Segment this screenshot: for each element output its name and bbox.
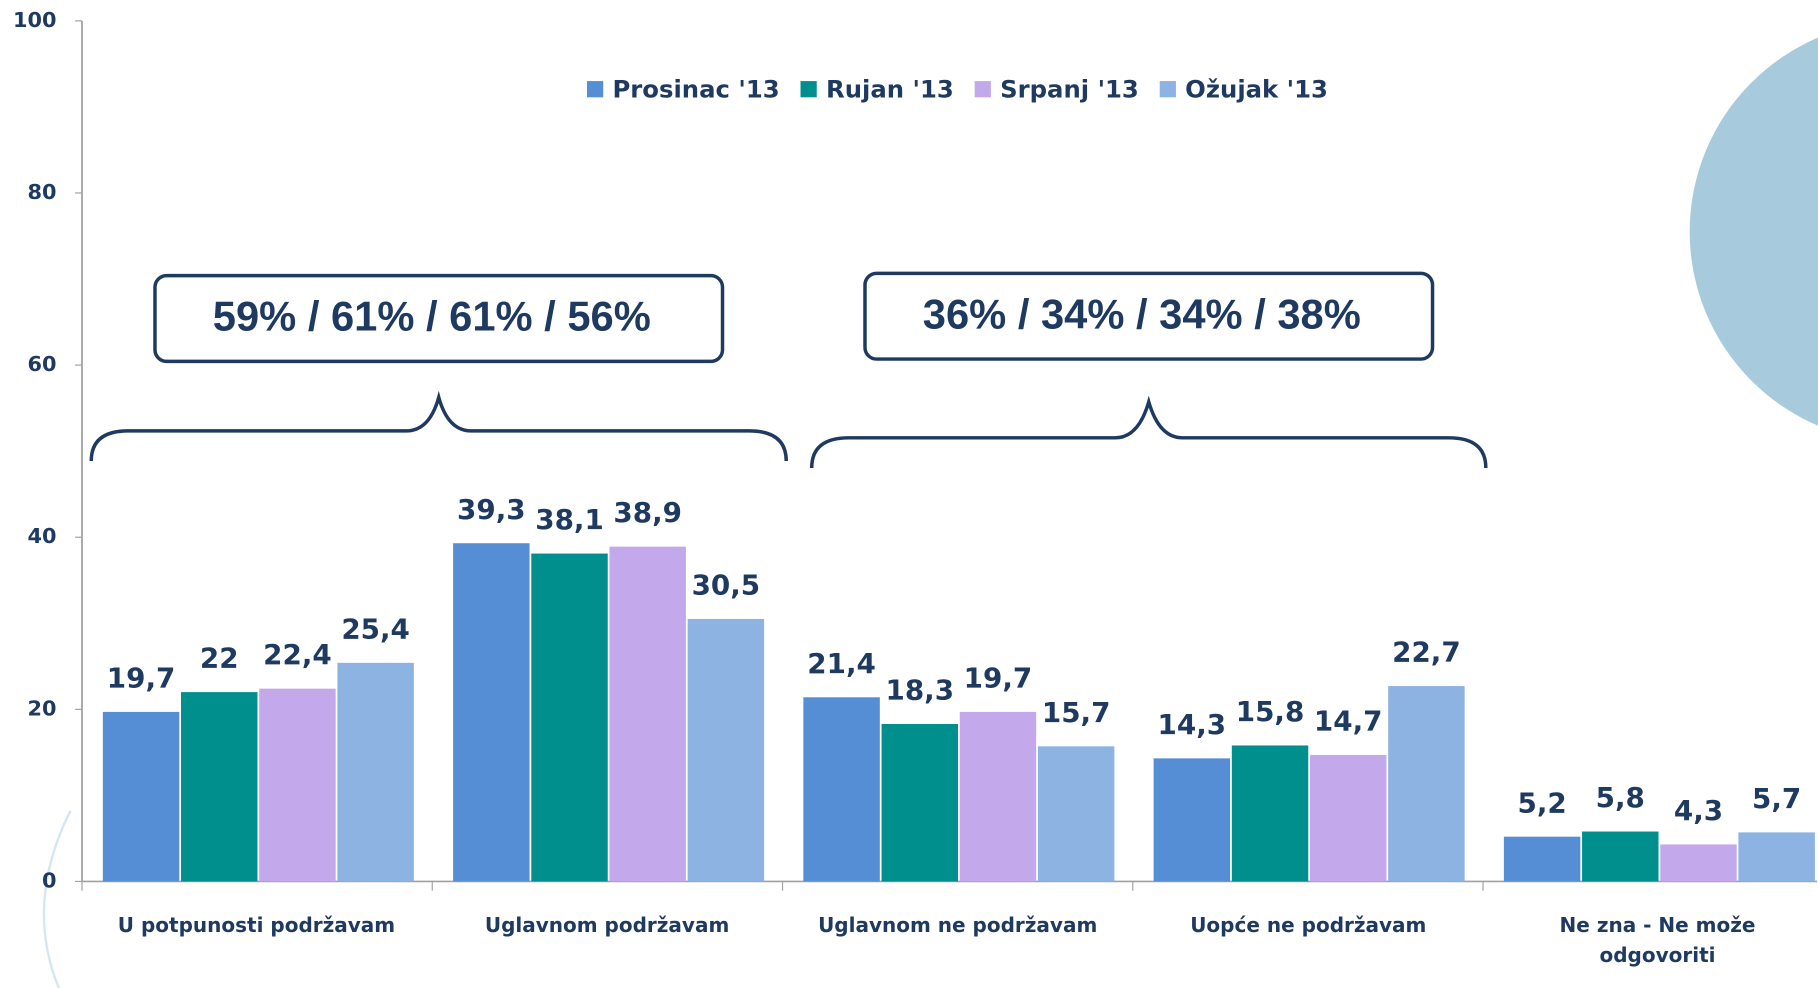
data-label: 22,7 xyxy=(1392,636,1461,669)
legend-marker xyxy=(587,81,604,98)
y-tick-label: 0 xyxy=(42,868,57,892)
data-label: 18,3 xyxy=(885,674,954,707)
decor-arc xyxy=(42,810,72,988)
y-tick-label: 20 xyxy=(28,696,57,720)
annotation-box xyxy=(153,273,725,364)
legend-label: Prosinac '13 xyxy=(612,74,779,103)
data-label: 5,2 xyxy=(1517,786,1566,819)
bar xyxy=(803,697,880,882)
data-label: 38,1 xyxy=(535,503,604,536)
x-tick-label: Ne zna - Ne može odgovoriti xyxy=(1559,913,1756,968)
bar xyxy=(1582,831,1659,882)
data-label: 22,4 xyxy=(263,638,332,671)
bar xyxy=(531,553,608,882)
y-tick-label: 80 xyxy=(28,180,57,204)
data-label: 38,9 xyxy=(613,496,682,529)
bar xyxy=(259,688,336,882)
bar xyxy=(609,546,686,882)
decor-circle xyxy=(1689,37,1818,426)
data-label: 5,7 xyxy=(1752,782,1801,815)
legend-marker xyxy=(1159,81,1176,98)
bar xyxy=(959,711,1037,882)
bar xyxy=(1037,746,1115,882)
data-label: 5,8 xyxy=(1596,781,1645,814)
bar xyxy=(337,662,414,882)
bar xyxy=(453,543,530,882)
legend-label: Rujan '13 xyxy=(826,74,954,103)
bar xyxy=(1309,754,1387,882)
data-label: 4,3 xyxy=(1674,794,1723,827)
legend-marker xyxy=(800,81,817,98)
brace xyxy=(89,390,788,462)
bar xyxy=(881,723,958,882)
bar xyxy=(1660,844,1737,882)
annotation: 59% / 61% / 61% / 56% xyxy=(213,293,651,340)
data-label: 25,4 xyxy=(341,612,410,645)
annotation: 36% / 34% / 34% / 38% xyxy=(923,290,1361,337)
bar xyxy=(1388,686,1465,882)
bar xyxy=(102,711,180,882)
brace xyxy=(809,395,1488,469)
data-label: 39,3 xyxy=(457,493,526,526)
data-label: 15,8 xyxy=(1236,695,1305,728)
bar xyxy=(1153,758,1231,882)
bar xyxy=(1503,836,1581,882)
y-tick-label: 40 xyxy=(28,524,57,548)
data-label: 30,5 xyxy=(692,569,761,602)
data-label: 21,4 xyxy=(807,647,876,680)
x-tick-label: U potpunosti podržavam xyxy=(117,913,396,938)
x-tick-label: Uglavnom podržavam xyxy=(484,913,730,938)
y-tick-label: 100 xyxy=(13,8,56,32)
data-label: 19,7 xyxy=(107,661,176,694)
legend-label: Srpanj '13 xyxy=(1000,74,1139,103)
annotation-box xyxy=(863,271,1435,361)
bar xyxy=(1738,832,1815,882)
legend-marker xyxy=(974,81,991,98)
data-label: 19,7 xyxy=(964,661,1033,694)
data-label: 14,7 xyxy=(1314,705,1383,738)
bar xyxy=(687,618,765,882)
data-label: 22 xyxy=(200,642,239,675)
bar xyxy=(1231,745,1309,882)
data-label: 14,3 xyxy=(1158,708,1227,741)
x-tick-label: Uopće ne podržavam xyxy=(1190,913,1427,938)
data-label: 15,7 xyxy=(1042,696,1111,729)
legend-label: Ožujak '13 xyxy=(1185,74,1328,103)
y-tick-label: 60 xyxy=(28,352,57,376)
x-tick-label: Uglavnom ne podržavam xyxy=(818,913,1098,938)
bar xyxy=(181,692,258,882)
